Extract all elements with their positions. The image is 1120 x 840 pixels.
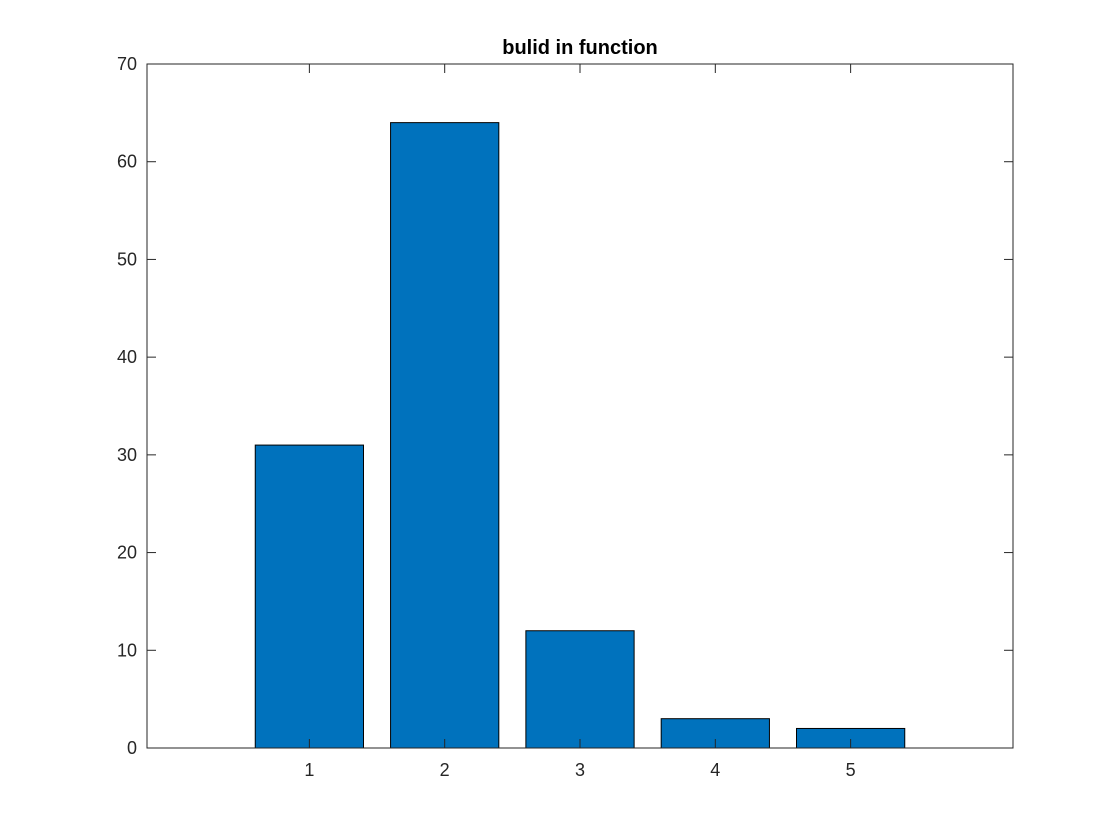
- y-tick-label: 50: [117, 249, 137, 269]
- y-tick-label: 70: [117, 54, 137, 74]
- y-tick-label: 10: [117, 640, 137, 660]
- y-tick-labels: 0 10 20 30 40 50 60 70: [117, 54, 137, 758]
- y-tick-label: 20: [117, 543, 137, 563]
- bar-2: [390, 122, 500, 749]
- x-tick-labels: 1 2 3 4 5: [304, 760, 855, 780]
- x-tick-label: 4: [710, 760, 720, 780]
- axes-box: [146, 63, 1014, 749]
- y-tick-label: 60: [117, 152, 137, 172]
- x-tick-label: 2: [440, 760, 450, 780]
- bar-1: [254, 444, 364, 749]
- bars-group: [254, 122, 906, 749]
- x-tick-label: 1: [304, 760, 314, 780]
- chart-title: bulid in function: [502, 37, 658, 59]
- x-tick-label: 5: [846, 760, 856, 780]
- y-tick-label: 40: [117, 347, 137, 367]
- y-tick-label: 30: [117, 445, 137, 465]
- bar-3: [525, 630, 635, 749]
- x-tick-label: 3: [575, 760, 585, 780]
- y-tick-label: 0: [127, 738, 137, 758]
